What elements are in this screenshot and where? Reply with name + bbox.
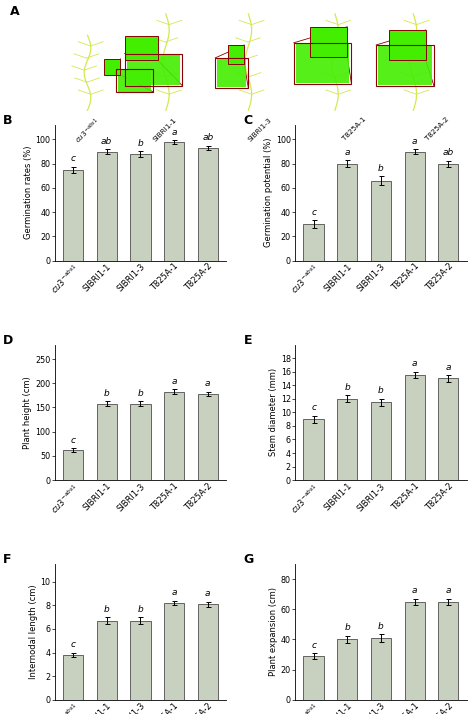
Bar xyxy=(296,44,349,83)
Bar xyxy=(303,224,324,261)
Bar xyxy=(337,399,357,480)
Text: E: E xyxy=(244,333,252,347)
Bar xyxy=(97,620,117,700)
Bar xyxy=(218,59,246,87)
Text: G: G xyxy=(244,553,254,566)
Bar xyxy=(438,378,458,480)
Y-axis label: Internodal length (cm): Internodal length (cm) xyxy=(28,585,37,679)
Bar xyxy=(376,45,434,86)
Text: SlBRI1-1: SlBRI1-1 xyxy=(152,116,178,142)
Text: a: a xyxy=(172,128,177,136)
Y-axis label: Plant expansion (cm): Plant expansion (cm) xyxy=(269,588,278,676)
Bar xyxy=(198,148,218,261)
Text: a: a xyxy=(205,379,210,388)
Text: b: b xyxy=(378,622,384,630)
Text: c: c xyxy=(71,640,75,649)
Bar xyxy=(198,604,218,700)
Bar xyxy=(198,394,218,480)
Y-axis label: Germination rates (%): Germination rates (%) xyxy=(24,146,33,239)
Bar xyxy=(303,656,324,700)
Bar xyxy=(63,655,83,700)
Bar xyxy=(125,54,182,86)
Y-axis label: Germination potential (%): Germination potential (%) xyxy=(264,138,273,248)
Text: F: F xyxy=(3,553,11,566)
Bar xyxy=(63,450,83,480)
Text: c: c xyxy=(311,403,316,413)
Bar xyxy=(118,69,151,91)
Bar xyxy=(228,45,244,64)
Bar xyxy=(303,419,324,480)
Bar xyxy=(164,391,184,480)
Text: b: b xyxy=(137,139,143,148)
Bar xyxy=(125,36,157,60)
Bar xyxy=(97,151,117,261)
Text: B: B xyxy=(3,114,12,127)
Bar xyxy=(130,403,151,480)
Text: b: b xyxy=(345,623,350,633)
Bar xyxy=(130,154,151,261)
Text: ab: ab xyxy=(202,133,213,142)
Text: D: D xyxy=(3,333,13,347)
Bar xyxy=(371,181,391,261)
Text: c: c xyxy=(311,208,316,216)
Y-axis label: Plant height (cm): Plant height (cm) xyxy=(23,376,32,448)
Bar xyxy=(438,164,458,261)
Bar xyxy=(127,54,180,85)
Text: a: a xyxy=(412,359,418,368)
Text: T825A-2: T825A-2 xyxy=(424,116,450,142)
Text: ab: ab xyxy=(101,137,112,146)
Text: b: b xyxy=(378,164,384,173)
Bar xyxy=(405,151,425,261)
Text: b: b xyxy=(104,605,109,614)
Bar xyxy=(164,603,184,700)
Bar xyxy=(164,142,184,261)
Bar xyxy=(378,46,432,85)
Bar xyxy=(389,30,426,60)
Bar xyxy=(337,640,357,700)
Text: c: c xyxy=(71,154,75,164)
Bar xyxy=(97,403,117,480)
Text: b: b xyxy=(104,389,109,398)
Text: a: a xyxy=(412,586,418,595)
Text: b: b xyxy=(137,605,143,614)
Bar xyxy=(438,602,458,700)
Text: a: a xyxy=(446,586,451,595)
Text: c: c xyxy=(71,436,75,445)
Text: a: a xyxy=(345,148,350,156)
Text: C: C xyxy=(244,114,253,127)
Text: b: b xyxy=(378,386,384,396)
Bar xyxy=(337,164,357,261)
Text: b: b xyxy=(137,389,143,398)
Text: a: a xyxy=(205,590,210,598)
Bar xyxy=(63,170,83,261)
Bar xyxy=(371,638,391,700)
Text: b: b xyxy=(345,383,350,392)
Text: ab: ab xyxy=(443,149,454,157)
Text: $cu3^{-abs1}$: $cu3^{-abs1}$ xyxy=(73,116,103,146)
Bar xyxy=(104,59,120,75)
Bar xyxy=(371,402,391,480)
Text: a: a xyxy=(412,137,418,146)
Y-axis label: Stem diameter (mm): Stem diameter (mm) xyxy=(269,368,278,456)
Bar xyxy=(117,69,154,92)
Text: a: a xyxy=(172,377,177,386)
Text: a: a xyxy=(446,363,451,372)
Bar xyxy=(215,58,248,88)
Text: A: A xyxy=(9,5,19,18)
Text: c: c xyxy=(311,640,316,650)
Bar xyxy=(294,43,351,84)
Bar xyxy=(310,26,347,57)
Bar xyxy=(405,375,425,480)
Text: SlBRI1-3: SlBRI1-3 xyxy=(246,116,273,142)
Text: a: a xyxy=(172,588,177,598)
Text: T825A-1: T825A-1 xyxy=(341,116,367,142)
Bar xyxy=(405,602,425,700)
Bar xyxy=(130,620,151,700)
